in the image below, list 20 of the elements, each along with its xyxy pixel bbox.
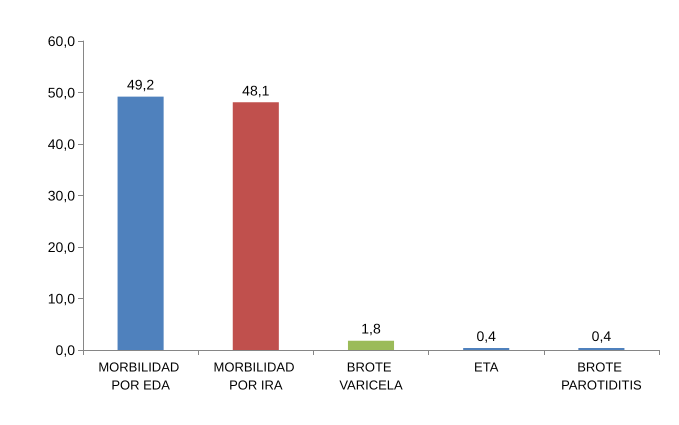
x-tick-label: MORBILIDAD POR EDA: [98, 360, 183, 392]
y-tick-label: 30,0: [48, 188, 76, 204]
x-tick-label: BROTE PAROTIDITIS: [561, 360, 642, 392]
y-tick-label: 60,0: [48, 33, 76, 49]
x-tick-label: BROTE VARICELA: [339, 360, 403, 392]
bar: [348, 340, 394, 350]
y-tick-label: 20,0: [48, 239, 76, 255]
y-tick-label: 50,0: [48, 84, 76, 100]
x-tick-label: ETA: [474, 360, 499, 374]
x-tick-label: MORBILIDAD POR IRA: [214, 360, 298, 392]
data-label: 0,4: [592, 328, 612, 344]
y-tick-label: 40,0: [48, 136, 76, 152]
data-label: 1,8: [361, 320, 381, 337]
bar: [232, 102, 279, 350]
y-tick-label: 10,0: [48, 290, 76, 306]
data-label: 49,2: [126, 76, 154, 93]
bar: [118, 96, 164, 350]
data-label: 48,1: [242, 82, 270, 98]
data-label: 0,4: [476, 328, 496, 344]
y-tick-label: 0,0: [56, 342, 76, 358]
